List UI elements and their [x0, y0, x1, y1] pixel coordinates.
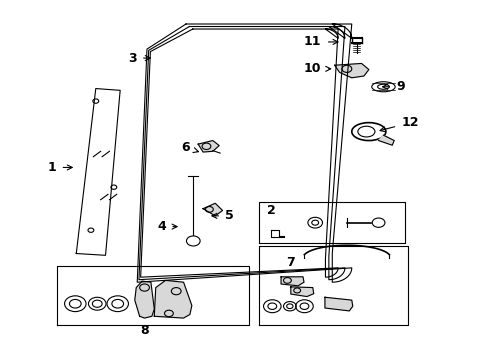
Text: 7: 7 — [286, 256, 295, 269]
Polygon shape — [325, 297, 352, 311]
Text: 9: 9 — [382, 80, 404, 93]
Text: 2: 2 — [266, 204, 275, 217]
Polygon shape — [378, 135, 393, 145]
Text: 10: 10 — [304, 62, 330, 75]
Text: 5: 5 — [211, 210, 234, 222]
Text: 1: 1 — [47, 161, 72, 174]
Text: 8: 8 — [140, 324, 148, 337]
Text: 11: 11 — [304, 35, 337, 49]
Polygon shape — [135, 281, 154, 318]
Text: 12: 12 — [379, 116, 418, 132]
Text: 4: 4 — [157, 220, 177, 233]
Polygon shape — [203, 203, 222, 216]
Polygon shape — [154, 280, 191, 318]
Polygon shape — [281, 277, 304, 286]
Polygon shape — [198, 140, 219, 152]
Polygon shape — [334, 63, 368, 78]
Polygon shape — [290, 287, 313, 297]
Text: 3: 3 — [128, 51, 150, 64]
Text: 6: 6 — [182, 141, 198, 154]
